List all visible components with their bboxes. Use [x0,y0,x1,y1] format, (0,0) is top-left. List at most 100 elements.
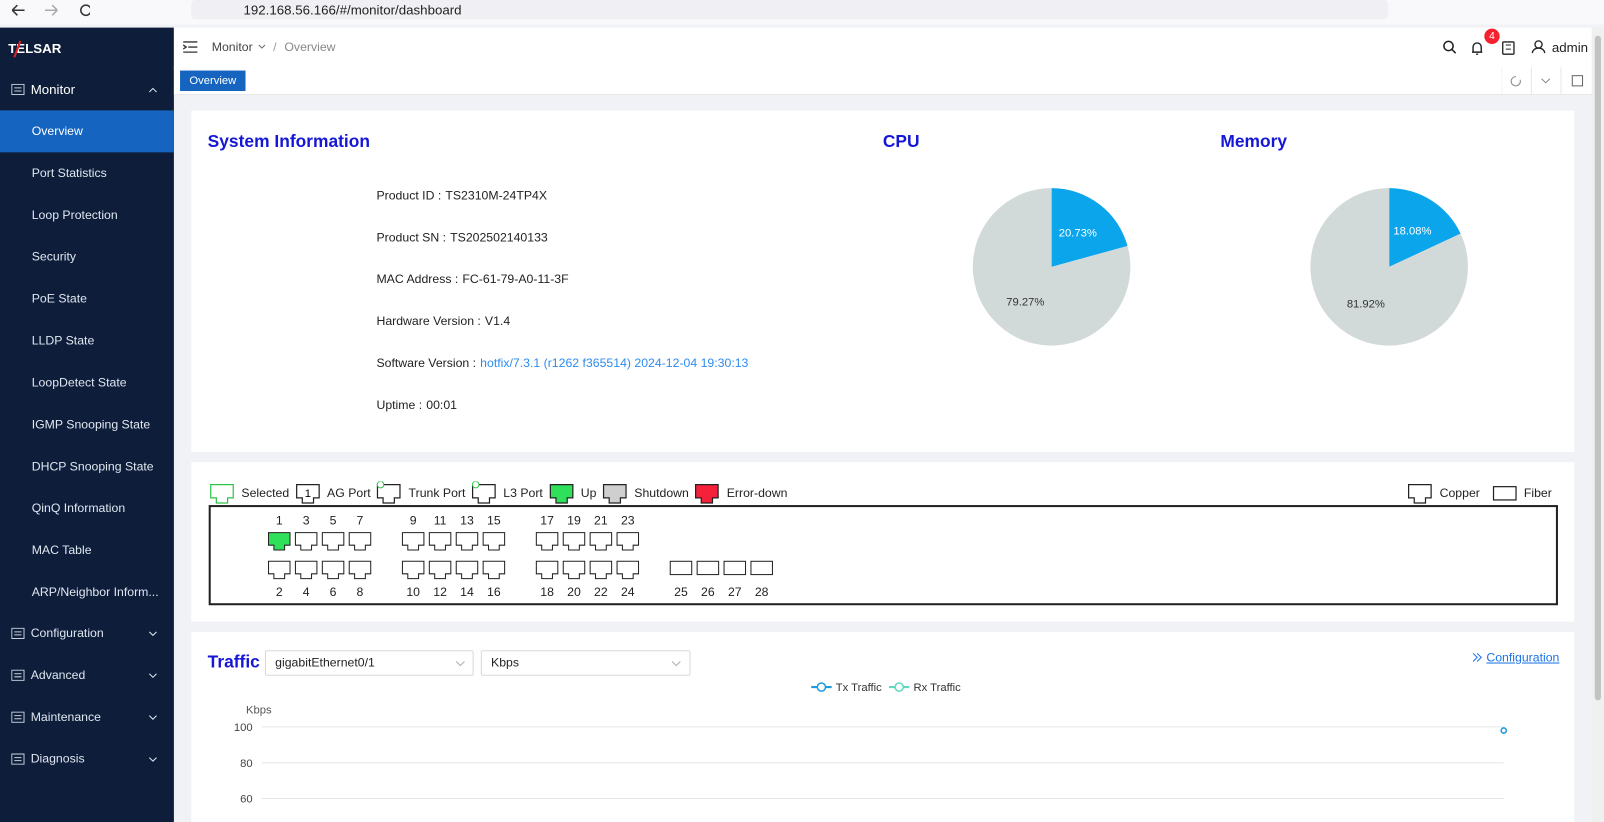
fiber-port[interactable] [669,560,693,576]
info-label: Software Version : [376,355,477,371]
logo-text: TELSAR [8,41,62,56]
menu-item[interactable]: PoE State [31,291,87,306]
legend-label: AG Port [327,485,371,500]
menu-item[interactable]: Loop Protection [31,207,118,222]
link-icon[interactable] [1472,652,1482,662]
port-number: 14 [460,585,474,599]
copper-port[interactable] [535,560,559,580]
menu-item[interactable]: LoopDetect State [31,375,127,390]
fiber-port[interactable] [750,560,773,576]
legend-item[interactable]: L3 Port [471,481,543,504]
legend-label[interactable]: Rx Traffic [914,682,962,694]
legend-item[interactable]: 1 AG Port [295,482,371,504]
port-number: 2 [276,585,283,599]
address-field[interactable] [191,0,1389,20]
menu-group[interactable]: Maintenance [0,696,174,738]
menu-group[interactable]: Advanced [0,654,174,696]
copper-port[interactable] [535,532,559,551]
copper-port[interactable] [321,532,345,551]
menu-item[interactable]: LLDP State [31,333,95,348]
notification-badge: 4 [1484,28,1500,44]
legend-label[interactable]: Tx Traffic [836,682,882,694]
legend-icon [549,483,574,504]
fiber-port[interactable] [723,560,747,576]
menu-group[interactable]: Configuration [0,612,174,654]
breadcrumb-sep: / [273,39,277,55]
port-number: 22 [594,585,608,599]
copper-port[interactable] [268,560,291,580]
copper-port[interactable] [616,532,640,551]
url[interactable]: 192.168.56.166/#/monitor/dashboard [243,2,462,18]
info-row: Uptime :00:01 [376,398,457,412]
legend-label: Selected [241,485,290,500]
user-icon[interactable] [1531,40,1546,54]
copper-port[interactable] [294,532,318,551]
copper-port[interactable] [455,532,479,551]
port-number: 15 [487,513,501,527]
menu-group[interactable]: Diagnosis [0,738,174,780]
legend-item[interactable]: Trunk Port [377,481,465,504]
copper-port[interactable] [482,560,506,580]
menu-toggle[interactable] [183,41,198,53]
menu-group[interactable]: Monitor [0,69,174,111]
tab-tools[interactable] [1501,67,1592,95]
port-number: 21 [594,513,608,527]
tab-bar: Overview [173,67,1592,96]
copper-port[interactable] [348,560,372,580]
header-icons[interactable] [1442,40,1524,56]
logo: TELSAR [8,40,62,58]
copper-port[interactable] [428,532,452,551]
config-link[interactable]: Configuration [1486,650,1560,665]
legend-item[interactable]: Selected [210,482,289,504]
port-badge [471,481,480,489]
menu-item[interactable]: Port Statistics [31,165,107,180]
legend-item[interactable]: Error-down [695,482,787,504]
copper-port[interactable] [482,532,506,551]
menu-item[interactable]: Security [31,249,77,264]
menu-item[interactable]: ARP/Neighbor Inform... [31,584,159,600]
scroll-thumb[interactable] [1594,35,1601,701]
menu-item[interactable]: MAC Table [31,542,92,558]
info-value: V1.4 [484,313,511,329]
menu-item[interactable]: QinQ Information [31,500,126,516]
legend-marker [894,682,905,692]
copper-port[interactable] [562,560,586,580]
copper-port[interactable] [294,560,318,580]
media-legend: Copper Fiber [1402,482,1558,504]
port-number: 25 [674,585,688,599]
copper-port[interactable] [589,532,613,551]
legend-item[interactable]: Shutdown [602,482,689,504]
nav-buttons[interactable] [8,2,91,18]
copper-port[interactable] [348,532,372,551]
select-caret [671,661,681,667]
copper-port[interactable] [589,560,613,580]
unit-select[interactable]: Kbps [480,650,691,676]
info-label: Product SN : [376,230,447,245]
select-value: gigabitEthernet0/1 [275,655,375,670]
user-name[interactable]: admin [1551,39,1589,56]
copper-port[interactable] [401,532,425,551]
copper-port[interactable] [321,560,345,580]
port-number: 10 [406,585,420,599]
copper-port[interactable] [616,560,640,580]
copper-port[interactable] [268,532,291,551]
menu-item[interactable]: IGMP Snooping State [31,417,151,432]
menu-item[interactable]: Overview [0,110,174,153]
tab[interactable]: Overview [180,70,246,91]
breadcrumb-root[interactable]: Monitor [211,39,253,55]
copper-port[interactable] [401,560,425,580]
copper-port[interactable] [428,560,452,580]
info-label: Product ID : [376,188,442,203]
legend-icon [377,481,401,504]
copper-port[interactable] [562,532,586,551]
fiber-port[interactable] [696,560,720,576]
slice-label: 79.27% [1006,296,1044,308]
info-label: Uptime : [376,397,423,413]
legend-item[interactable]: Up [549,482,596,504]
port-icon [602,483,627,504]
info-value: TS202502140133 [450,230,548,245]
copper-port[interactable] [455,560,479,580]
interface-select[interactable]: gigabitEthernet0/1 [264,650,474,676]
menu-item[interactable]: DHCP Snooping State [31,459,154,474]
slice-label: 81.92% [1347,298,1385,310]
